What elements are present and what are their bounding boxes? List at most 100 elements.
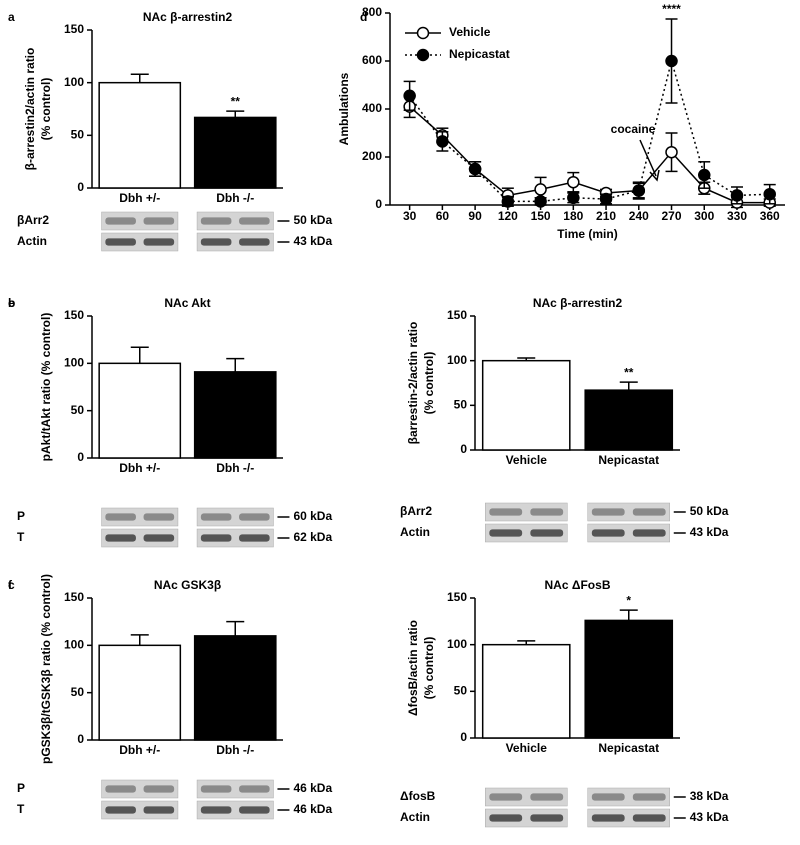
y-tick-label: 100 bbox=[64, 75, 84, 89]
blot-row-label: Actin bbox=[400, 810, 430, 824]
chart-title: NAc β-arrestin2 bbox=[533, 296, 623, 310]
x-tick-label: Nepicastat bbox=[598, 741, 659, 755]
legend-label: Nepicastat bbox=[449, 47, 510, 61]
marker bbox=[763, 187, 776, 201]
blot-row-label: Actin bbox=[17, 234, 47, 248]
y-tick-label: 0 bbox=[77, 732, 84, 746]
panel-letter: b bbox=[8, 296, 15, 310]
marker bbox=[567, 175, 580, 189]
blot-row-label: ΔfosB bbox=[400, 789, 436, 803]
x-tick-label: 330 bbox=[727, 209, 747, 223]
marker bbox=[665, 54, 678, 68]
panel-letter: d bbox=[360, 10, 367, 24]
cocaine-arrow bbox=[639, 139, 660, 182]
y-axis-label: Ambulations bbox=[337, 72, 351, 145]
y-tick-label: 200 bbox=[362, 149, 382, 163]
blot-band bbox=[200, 806, 232, 814]
marker bbox=[403, 89, 416, 103]
x-tick-label: Dbh -/- bbox=[216, 743, 254, 757]
blot-strip bbox=[587, 502, 670, 522]
chart-title: NAc β-arrestin2 bbox=[143, 10, 233, 24]
x-tick-label: Nepicastat bbox=[598, 453, 659, 467]
blot-strip bbox=[101, 528, 179, 548]
x-tick-label: 300 bbox=[694, 209, 714, 223]
blot-band bbox=[489, 508, 523, 516]
y-tick-label: 50 bbox=[454, 398, 468, 412]
blot-strip bbox=[196, 800, 274, 820]
blot-strip bbox=[101, 800, 179, 820]
marker bbox=[599, 192, 613, 206]
blot-size-label: 43 kDa bbox=[690, 525, 729, 539]
blot-row-label: Actin bbox=[400, 525, 430, 539]
y-tick-label: 800 bbox=[362, 5, 382, 19]
blot-band bbox=[591, 508, 625, 516]
y-axis-label: pGSK3β/tGSK3β ratio (% control) bbox=[39, 574, 53, 764]
panel-letter: e bbox=[8, 296, 15, 310]
x-tick-label: Dbh +/- bbox=[119, 191, 160, 205]
series-line bbox=[409, 106, 770, 204]
bar bbox=[584, 619, 674, 739]
blot-band bbox=[200, 238, 232, 246]
blot-band bbox=[105, 238, 136, 246]
blot-strip bbox=[196, 232, 274, 252]
significance: * bbox=[626, 593, 631, 607]
y-tick-label: 0 bbox=[375, 197, 382, 211]
blot-row-label: T bbox=[17, 530, 25, 544]
bar bbox=[481, 359, 571, 451]
marker bbox=[468, 162, 482, 176]
blot-strip bbox=[587, 787, 670, 807]
blot-band bbox=[632, 793, 666, 801]
y-axis-label: pAkt/tAkt ratio (% control) bbox=[39, 313, 53, 462]
blot-strip bbox=[587, 523, 670, 543]
blot-band bbox=[105, 217, 136, 225]
x-tick-label: 210 bbox=[596, 209, 616, 223]
panel-letter: a bbox=[8, 10, 15, 24]
marker bbox=[436, 135, 449, 148]
marker bbox=[534, 195, 547, 208]
blot-row-label: T bbox=[17, 802, 25, 816]
blot-band bbox=[239, 534, 270, 542]
y-tick-label: 0 bbox=[460, 442, 467, 456]
blot-band bbox=[239, 513, 270, 521]
legend-label: Vehicle bbox=[449, 25, 491, 39]
x-tick-label: Dbh -/- bbox=[216, 461, 254, 475]
blot-band bbox=[591, 814, 625, 822]
y-axis-label: β-arrestin2/actin ratio bbox=[23, 48, 37, 171]
blot-strip bbox=[101, 779, 179, 799]
y-axis-label: (% control) bbox=[422, 637, 436, 700]
blot-band bbox=[530, 529, 564, 537]
blot-strip bbox=[101, 507, 179, 527]
blot-strip bbox=[196, 779, 274, 799]
x-tick-label: Vehicle bbox=[506, 453, 548, 467]
blot-strip bbox=[485, 787, 568, 807]
x-tick-label: Dbh +/- bbox=[119, 461, 160, 475]
x-tick-label: Dbh -/- bbox=[216, 191, 254, 205]
blot-row-label: P bbox=[17, 509, 25, 523]
blot-size-label: 60 kDa bbox=[293, 509, 332, 523]
marker bbox=[665, 145, 678, 159]
y-tick-label: 150 bbox=[64, 308, 84, 322]
bar bbox=[98, 644, 182, 741]
y-axis-label: (% control) bbox=[422, 352, 436, 415]
y-tick-label: 100 bbox=[447, 353, 467, 367]
y-tick-label: 100 bbox=[447, 637, 467, 651]
blot-band bbox=[200, 513, 232, 521]
bar bbox=[193, 371, 277, 459]
blot-band bbox=[530, 814, 564, 822]
panel-letter: c bbox=[8, 578, 15, 592]
x-tick-label: 90 bbox=[468, 209, 482, 223]
y-tick-label: 0 bbox=[460, 730, 467, 744]
blot-band bbox=[239, 785, 270, 793]
y-tick-label: 50 bbox=[71, 128, 85, 142]
blot-band bbox=[143, 534, 175, 542]
x-tick-label: 120 bbox=[498, 209, 518, 223]
blot-band bbox=[143, 217, 175, 225]
blot-band bbox=[632, 814, 666, 822]
x-tick-label: 270 bbox=[662, 209, 682, 223]
panel-letter: f bbox=[8, 578, 13, 592]
blot-band bbox=[200, 534, 232, 542]
blot-band bbox=[200, 785, 232, 793]
significance: ** bbox=[624, 365, 634, 379]
blot-strip bbox=[485, 808, 568, 828]
blot-strip bbox=[485, 523, 568, 543]
